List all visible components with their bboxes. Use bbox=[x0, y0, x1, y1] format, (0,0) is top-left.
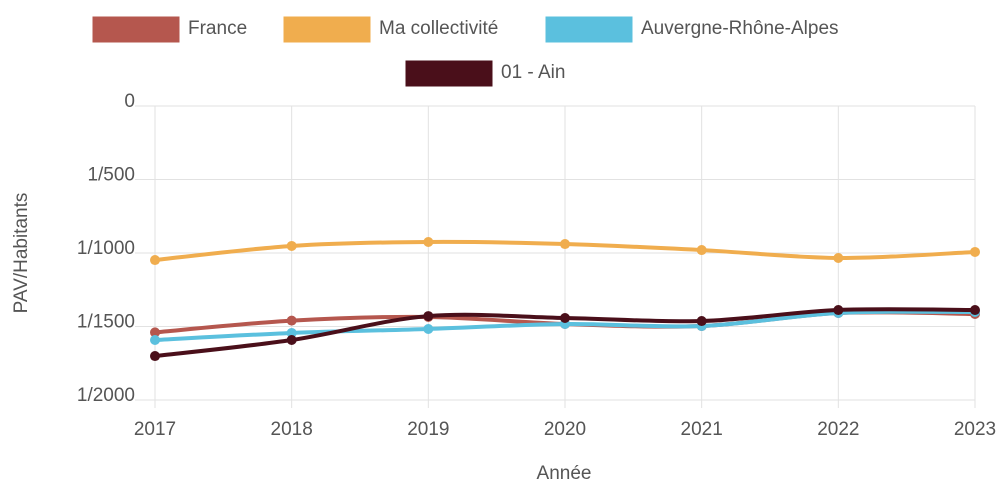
data-point bbox=[150, 255, 160, 266]
legend-label: 01 - Ain bbox=[501, 62, 565, 83]
data-point bbox=[150, 351, 160, 362]
data-point bbox=[286, 240, 297, 251]
x-tick-label: 2020 bbox=[544, 419, 586, 440]
legend-label: Auvergne-Rhône-Alpes bbox=[641, 18, 839, 39]
legend-label: Ma collectivité bbox=[379, 18, 498, 39]
data-point bbox=[423, 236, 434, 247]
legend-label: France bbox=[188, 18, 247, 39]
data-point bbox=[696, 245, 707, 256]
y-axis-title: PAV/Habitants bbox=[11, 193, 32, 314]
data-point bbox=[970, 305, 980, 316]
y-tick-label: 1/1500 bbox=[77, 312, 135, 333]
data-point bbox=[423, 323, 434, 334]
x-tick-label: 2023 bbox=[954, 419, 996, 440]
data-point bbox=[423, 311, 434, 322]
x-tick-label: 2021 bbox=[681, 419, 723, 440]
legend-swatch bbox=[544, 15, 634, 44]
data-point bbox=[150, 327, 160, 338]
x-tick-label: 2017 bbox=[134, 419, 176, 440]
data-point bbox=[833, 305, 844, 316]
data-point bbox=[560, 312, 570, 323]
data-point bbox=[286, 335, 297, 346]
x-axis-title: Année bbox=[537, 463, 592, 484]
data-point bbox=[286, 315, 297, 326]
legend-swatch bbox=[91, 15, 181, 44]
legend-swatch bbox=[404, 59, 494, 88]
y-tick-label: 1/2000 bbox=[77, 385, 135, 406]
data-point bbox=[970, 246, 980, 257]
y-tick-label: 1/500 bbox=[87, 165, 135, 186]
data-point bbox=[696, 316, 707, 327]
x-tick-label: 2022 bbox=[817, 419, 859, 440]
x-tick-label: 2019 bbox=[407, 419, 449, 440]
y-tick-label: 1/1000 bbox=[77, 238, 135, 259]
data-point bbox=[833, 252, 844, 263]
y-tick-label: 0 bbox=[124, 91, 135, 112]
data-point bbox=[560, 239, 570, 250]
data-point bbox=[150, 335, 160, 346]
data-point bbox=[286, 327, 297, 338]
x-tick-label: 2018 bbox=[271, 419, 313, 440]
legend-swatch bbox=[282, 15, 372, 44]
